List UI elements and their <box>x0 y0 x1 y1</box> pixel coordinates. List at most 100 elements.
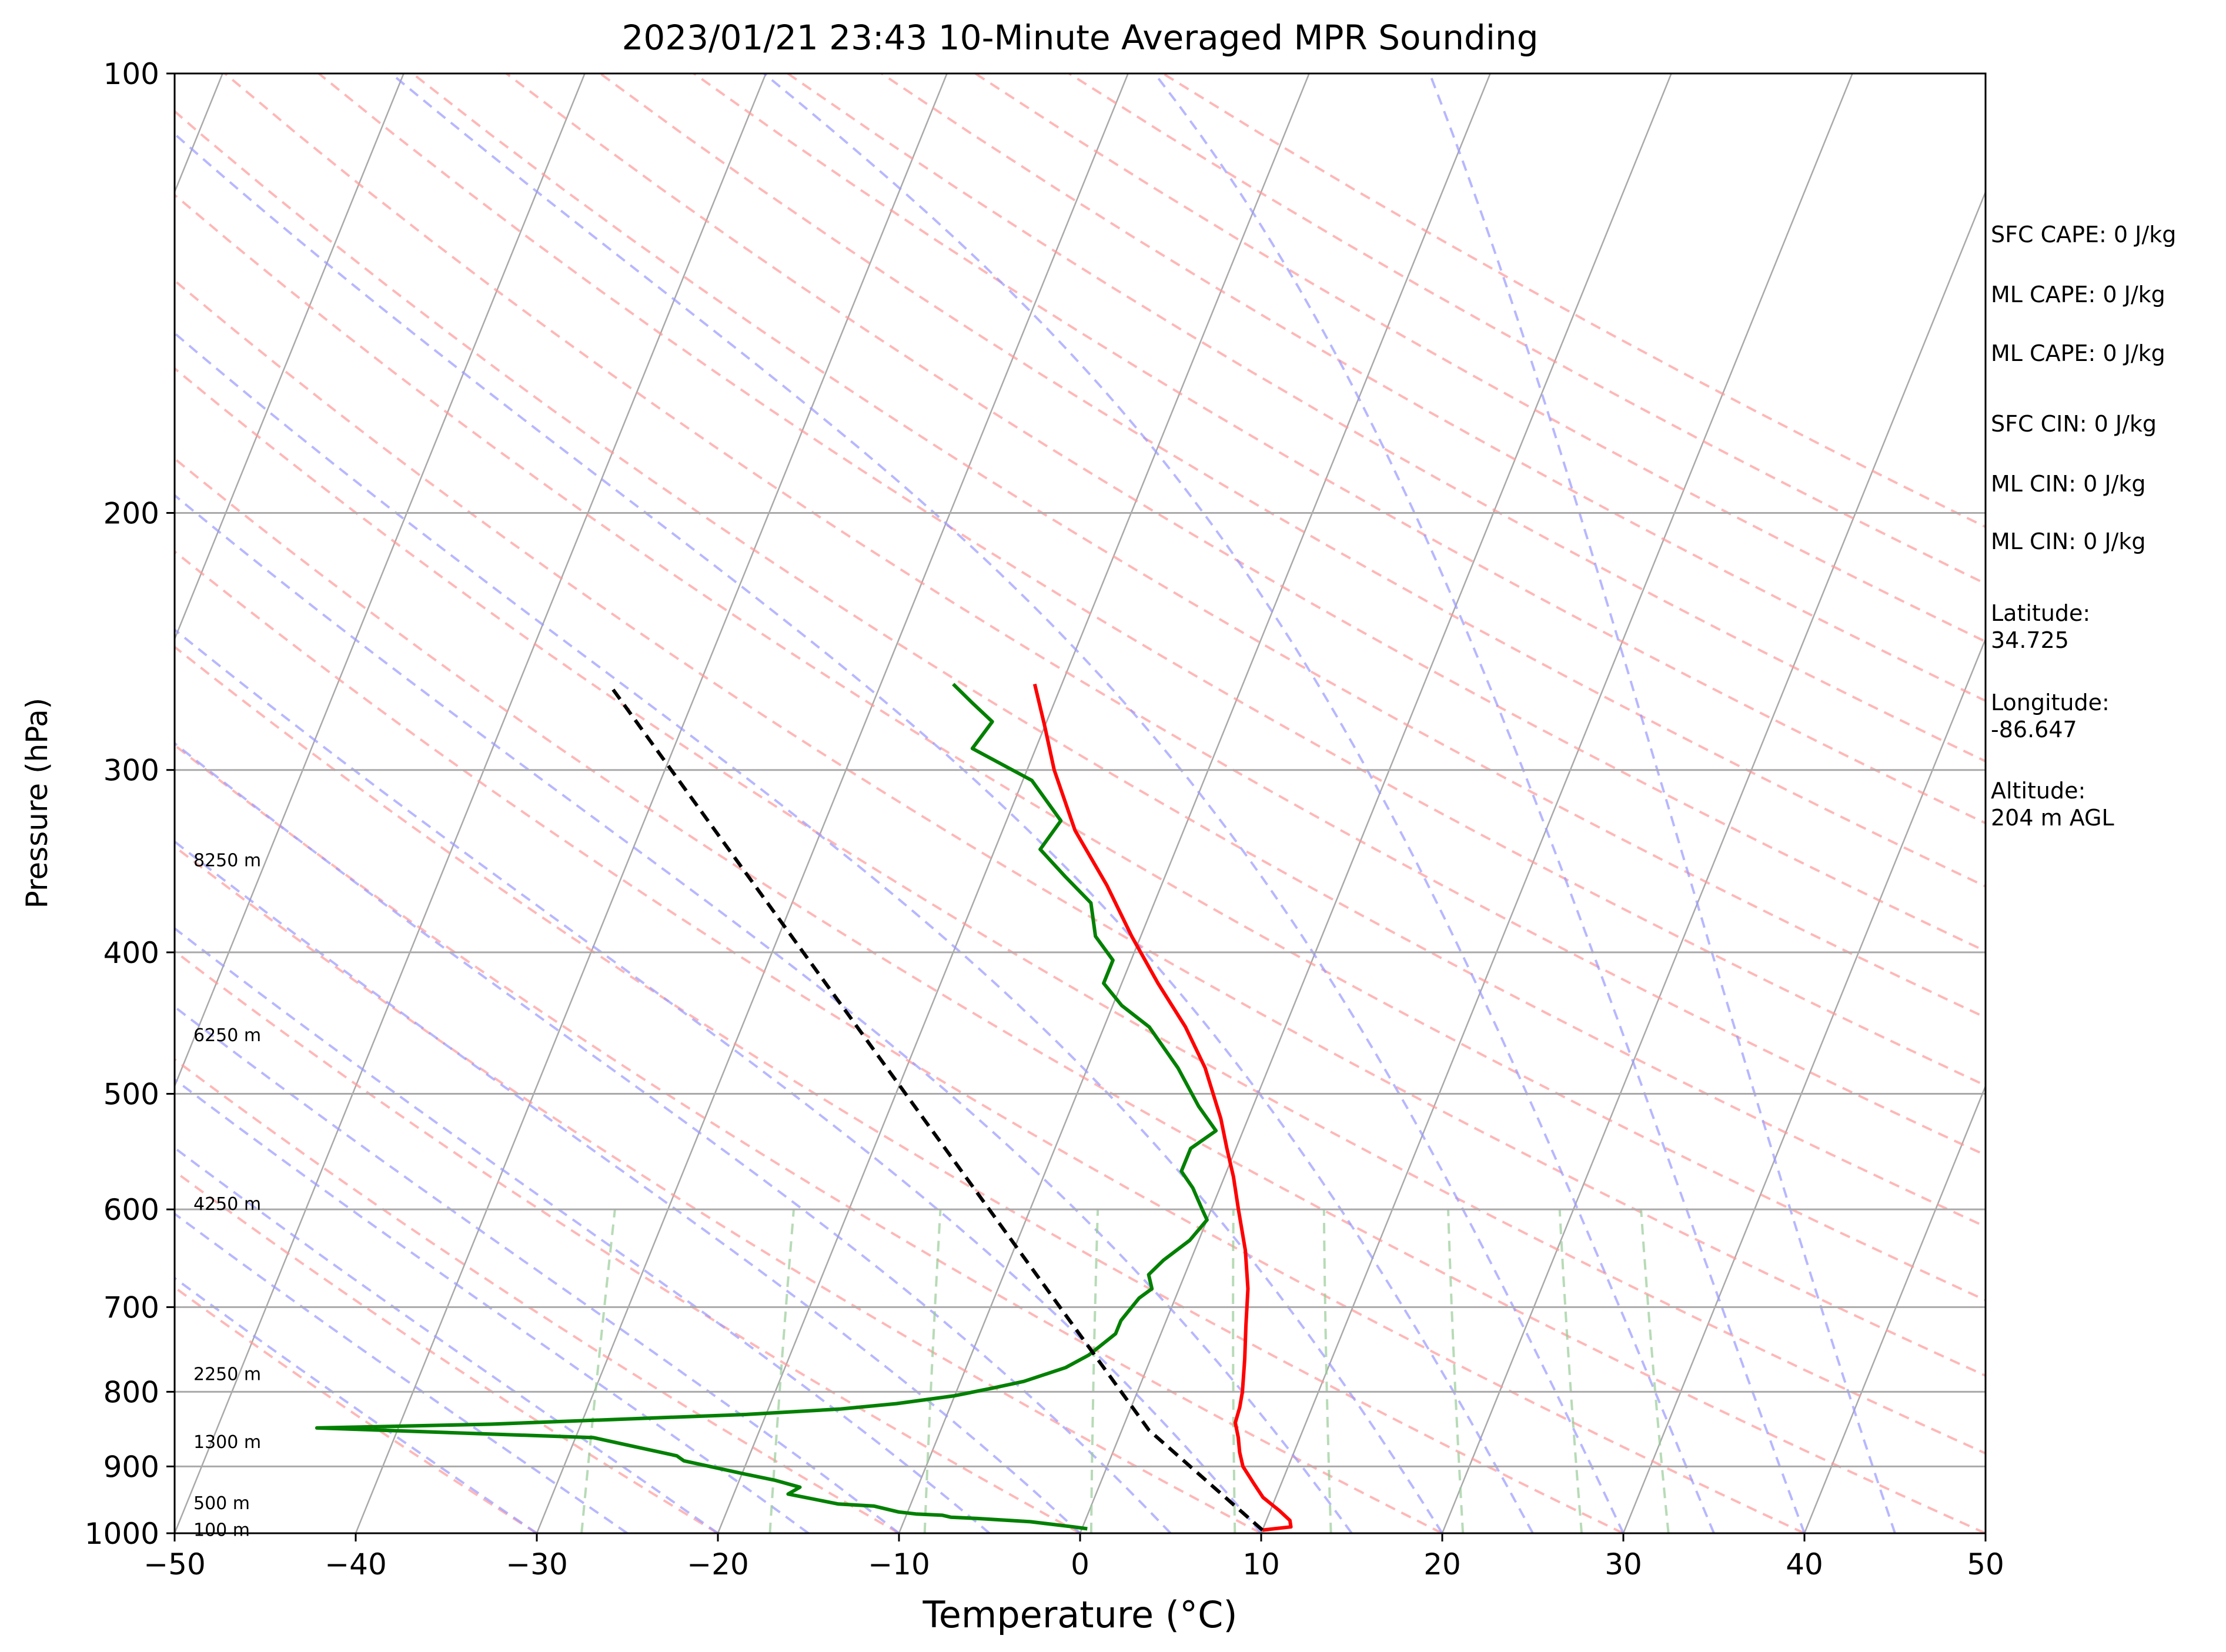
parcel-profile-line <box>607 683 1264 1531</box>
sounding-series <box>315 683 1293 1532</box>
x-tick-label: 10 <box>1242 1547 1280 1581</box>
isotherm-line <box>1803 1084 1986 1533</box>
height-label: 1300 m <box>193 1432 261 1453</box>
dry-adiabat-line <box>175 457 1986 1533</box>
latitude-label: Latitude: 34.725 <box>1991 600 2091 653</box>
isotherm-line <box>175 73 586 1088</box>
x-tick-label: 40 <box>1786 1547 1823 1581</box>
isotherm-line <box>175 73 405 641</box>
mixing-ratio-line <box>1640 1209 1670 1533</box>
x-tick-label: −10 <box>868 1547 930 1581</box>
height-label: 2250 m <box>193 1364 261 1385</box>
height-labels: 100 m 500 m 1300 m 2250 m 4250 m 6250 m 8250 m <box>193 851 261 1541</box>
dry-adiabat-line <box>224 73 1986 1157</box>
moist-adiabat-line <box>175 840 1081 1533</box>
y-tick-label: 200 <box>103 496 159 530</box>
height-label: 100 m <box>193 1520 250 1541</box>
dewpoint-profile-line <box>315 683 1218 1531</box>
isotherm-line <box>2167 73 2226 1533</box>
ml-cape-label-2: ML CAPE: 0 J/kg <box>1991 340 2165 366</box>
x-tick-label: 20 <box>1423 1547 1461 1581</box>
sfc-cin-label: SFC CIN: 0 J/kg <box>1991 411 2157 437</box>
plot-frame <box>173 72 1987 1534</box>
mixing-ratio-line <box>1447 1209 1465 1533</box>
isotherm-line <box>898 73 1491 1533</box>
isotherm-line <box>1079 73 1672 1533</box>
y-tick-label: 100 <box>103 57 159 91</box>
y-tick-label: 300 <box>103 754 159 788</box>
y-axis-ticks: 1000 900 800 700 600 500 400 300 200 100 <box>85 57 175 1551</box>
y-tick-label: 700 <box>103 1290 159 1325</box>
height-label: 500 m <box>193 1493 250 1514</box>
longitude-label: Longitude: -86.647 <box>1991 690 2110 743</box>
isotherm-line <box>717 73 1310 1533</box>
isotherm-line <box>1441 190 1986 1533</box>
height-label: 4250 m <box>193 1194 261 1215</box>
x-tick-label: 50 <box>1967 1547 2004 1581</box>
moist-adiabat-line <box>175 927 991 1533</box>
isotherm-line <box>536 73 1129 1533</box>
y-axis-label: Pressure (hPa) <box>20 698 54 909</box>
isotherm-line <box>1622 637 1986 1533</box>
moist-adiabat-line <box>175 332 1443 1533</box>
dry-adiabat-line <box>505 73 1986 953</box>
dry-adiabat-line <box>175 279 1986 1377</box>
dry-adiabat-line <box>175 1286 538 1533</box>
height-label: 6250 m <box>193 1025 261 1046</box>
y-tick-label: 400 <box>103 936 159 970</box>
ml-cape-label: ML CAPE: 0 J/kg <box>1991 282 2165 307</box>
moist-adiabat-line <box>175 1276 538 1533</box>
moist-adiabat-line <box>175 1212 629 1533</box>
isotherm-line <box>355 73 948 1533</box>
moist-adiabat-line <box>175 1078 810 1533</box>
mixing-ratio-line <box>1089 1209 1099 1533</box>
y-tick-label: 900 <box>103 1450 159 1484</box>
moist-adiabat-line <box>175 628 1262 1533</box>
dry-adiabat-line <box>175 744 1443 1533</box>
mixing-ratio-line <box>1558 1209 1583 1533</box>
ml-cin-label-2: ML CIN: 0 J/kg <box>1991 529 2146 554</box>
dry-adiabat-line <box>175 109 1986 1228</box>
x-axis-ticks: −50 −40 −30 −20 −10 0 10 20 30 40 50 <box>143 1533 2004 1581</box>
y-tick-label: 500 <box>103 1078 159 1112</box>
y-tick-label: 600 <box>103 1193 159 1227</box>
altitude-label: Altitude: 204 m AGL <box>1991 778 2114 831</box>
mixing-ratio-line <box>1232 1209 1236 1533</box>
dry-adiabat-line <box>175 845 1262 1533</box>
dry-adiabat-line <box>175 367 1986 1455</box>
moist-adiabat-line <box>175 493 1353 1533</box>
height-label: 8250 m <box>193 851 261 871</box>
ml-cin-label: ML CIN: 0 J/kg <box>1991 471 2146 497</box>
y-tick-label: 1000 <box>85 1517 159 1551</box>
moist-adiabat-line <box>390 73 1625 1533</box>
chart-title: 2023/01/21 23:43 10-Minute Averaged MPR … <box>621 18 1538 58</box>
x-tick-label: −50 <box>143 1547 206 1581</box>
dry-adiabat-line <box>175 949 1081 1533</box>
dry-adiabat-line <box>317 73 1986 1087</box>
moist-adiabat-line <box>1428 73 1896 1533</box>
dry-adiabat-line <box>175 550 1805 1533</box>
x-tick-label: −40 <box>325 1547 387 1581</box>
dry-adiabat-line <box>175 1058 900 1533</box>
moist-adiabat-line <box>1154 73 1806 1533</box>
x-tick-label: 30 <box>1605 1547 1642 1581</box>
mixing-ratio-line <box>580 1209 616 1533</box>
dry-adiabat-line <box>412 73 1986 1019</box>
dry-adiabat-line <box>599 73 1986 888</box>
temperature-profile-line <box>1032 683 1293 1532</box>
dry-adiabat-line <box>881 73 1986 703</box>
dry-adiabat-line <box>175 645 1624 1533</box>
moist-adiabat-line <box>175 1146 719 1533</box>
x-tick-label: −20 <box>687 1547 749 1581</box>
dry-adiabat-line <box>175 193 1986 1302</box>
sfc-cape-label: SFC CAPE: 0 J/kg <box>1991 222 2177 248</box>
x-tick-label: −30 <box>506 1547 568 1581</box>
x-tick-label: 0 <box>1071 1547 1089 1581</box>
background-lines <box>175 73 2226 1533</box>
pressure-gridlines <box>175 72 1986 1534</box>
x-axis-label: Temperature (°C) <box>922 1593 1237 1636</box>
moist-adiabat-line <box>763 73 1715 1533</box>
isotherm-line <box>175 73 767 1533</box>
y-tick-label: 800 <box>103 1375 159 1409</box>
